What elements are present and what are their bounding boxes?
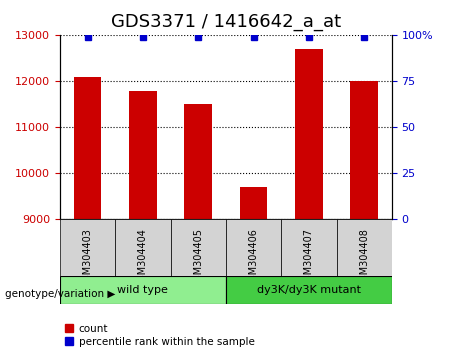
- Legend: count, percentile rank within the sample: count, percentile rank within the sample: [65, 324, 254, 347]
- Bar: [74, 77, 101, 219]
- Text: GSM304408: GSM304408: [359, 228, 369, 287]
- Bar: [240, 187, 267, 219]
- Text: GSM304406: GSM304406: [248, 228, 259, 287]
- FancyBboxPatch shape: [226, 219, 281, 276]
- Bar: [129, 91, 157, 219]
- Text: dy3K/dy3K mutant: dy3K/dy3K mutant: [257, 285, 361, 295]
- Text: genotype/variation ▶: genotype/variation ▶: [5, 289, 115, 299]
- Bar: [184, 104, 212, 219]
- FancyBboxPatch shape: [60, 276, 226, 304]
- Title: GDS3371 / 1416642_a_at: GDS3371 / 1416642_a_at: [111, 13, 341, 32]
- Bar: [295, 49, 323, 219]
- Bar: [350, 81, 378, 219]
- FancyBboxPatch shape: [115, 219, 171, 276]
- FancyBboxPatch shape: [281, 219, 337, 276]
- Text: GSM304403: GSM304403: [83, 228, 93, 287]
- Text: GSM304404: GSM304404: [138, 228, 148, 287]
- FancyBboxPatch shape: [226, 276, 392, 304]
- Text: GSM304405: GSM304405: [193, 228, 203, 287]
- FancyBboxPatch shape: [337, 219, 392, 276]
- FancyBboxPatch shape: [171, 219, 226, 276]
- FancyBboxPatch shape: [60, 219, 115, 276]
- Text: GSM304407: GSM304407: [304, 228, 314, 287]
- Text: wild type: wild type: [118, 285, 168, 295]
